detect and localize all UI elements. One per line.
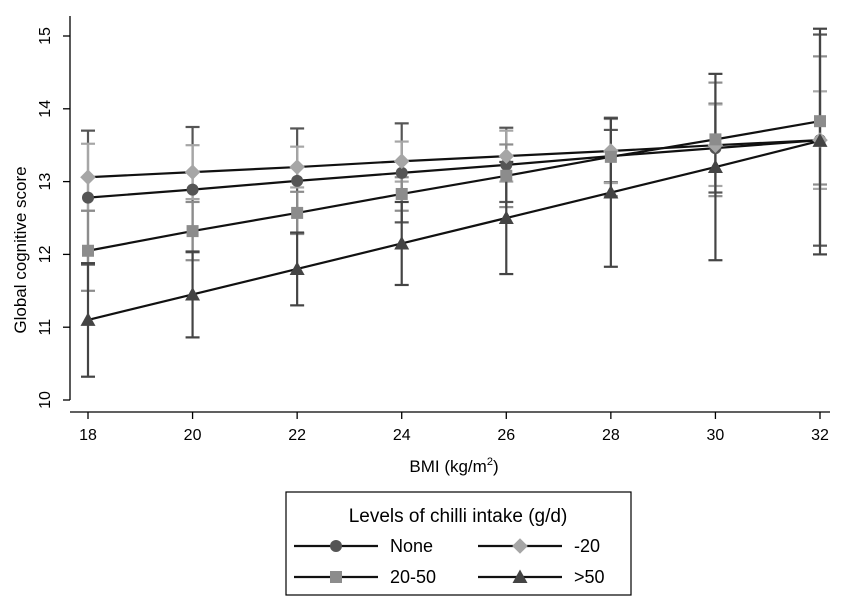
- point-50-3: [394, 235, 410, 250]
- point-2050-2: [291, 206, 304, 219]
- point-20-1: [184, 164, 201, 180]
- x-tick-label-2: 22: [288, 427, 306, 444]
- point-None-1: [186, 183, 199, 196]
- x-tick-label-5: 28: [602, 427, 620, 444]
- x-tick-label-3: 24: [393, 427, 411, 444]
- point-2050-7: [814, 115, 826, 128]
- y-tick-label-2: 12: [37, 245, 54, 263]
- point-50-6: [707, 159, 723, 174]
- legend-label-2050: 20-50: [390, 567, 436, 587]
- point-None-4: [500, 158, 513, 171]
- point-2050-3: [395, 187, 408, 200]
- point-50-4: [498, 210, 514, 224]
- legend-marker-50: [512, 569, 528, 583]
- x-axis-title-sup: 2: [487, 456, 493, 468]
- plot-area: 10 11 12 13 14 15 18 20 22 24 26 28 30 32: [37, 16, 830, 444]
- legend-label-50: >50: [574, 567, 605, 587]
- point-50-0: [80, 312, 96, 326]
- y-tick-label-5: 15: [37, 27, 54, 45]
- point-2050-4: [500, 169, 513, 182]
- point-20-4: [498, 148, 515, 164]
- point-20-2: [289, 159, 305, 175]
- x-tick-label-4: 26: [497, 427, 515, 444]
- y-axis-title: Global cognitive score: [11, 166, 30, 333]
- x-axis-title: BMI (kg/m2): [409, 456, 498, 476]
- series-markers: [80, 115, 828, 326]
- legend: Levels of chilli intake (g/d) None -20 20-…: [285, 491, 632, 596]
- point-50-5: [603, 185, 619, 199]
- point-2050-1: [186, 225, 199, 238]
- y-tick-label-1: 11: [37, 319, 54, 336]
- legend-label-None: None: [390, 536, 433, 556]
- point-None-2: [291, 174, 304, 187]
- legend-label-20: -20: [574, 536, 600, 556]
- point-20-3: [393, 153, 410, 170]
- x-axis-title-main: BMI (kg/m: [409, 457, 486, 476]
- y-tick-label-3: 13: [37, 173, 54, 191]
- point-2050-6: [709, 133, 722, 146]
- series-line-20: [87, 139, 821, 179]
- legend-marker-None: [330, 540, 342, 552]
- legend-marker-2050: [330, 571, 342, 583]
- legend-marker-20: [512, 538, 528, 554]
- point-2050-0: [82, 244, 94, 257]
- x-tick-label-7: 32: [811, 427, 829, 444]
- point-20-0: [80, 169, 96, 186]
- series-line-50: [87, 139, 821, 321]
- series-line-2050: [87, 120, 821, 252]
- x-tick-label-0: 18: [79, 427, 97, 444]
- point-50-2: [289, 261, 305, 275]
- x-tick-label-1: 20: [184, 427, 202, 444]
- x-axis-title-close: ): [493, 457, 499, 476]
- point-None-0: [82, 191, 94, 204]
- series-lines: [87, 120, 821, 321]
- point-50-1: [185, 286, 201, 301]
- legend-title: Levels of chilli intake (g/d): [349, 506, 568, 527]
- y-ticks: 10 11 12 13 14 15: [37, 27, 70, 409]
- legend-items: None -20 20-50 >50: [294, 536, 605, 587]
- point-None-3: [395, 166, 408, 179]
- error-bars: [81, 27, 827, 378]
- point-2050-5: [604, 150, 617, 163]
- series-line-None: [87, 139, 821, 199]
- point-50-7: [812, 133, 828, 147]
- y-tick-label-4: 14: [37, 100, 54, 118]
- y-tick-label-0: 10: [37, 391, 54, 409]
- x-tick-label-6: 30: [707, 427, 725, 444]
- x-ticks: 18 20 22 24 26 28 30 32: [79, 412, 829, 444]
